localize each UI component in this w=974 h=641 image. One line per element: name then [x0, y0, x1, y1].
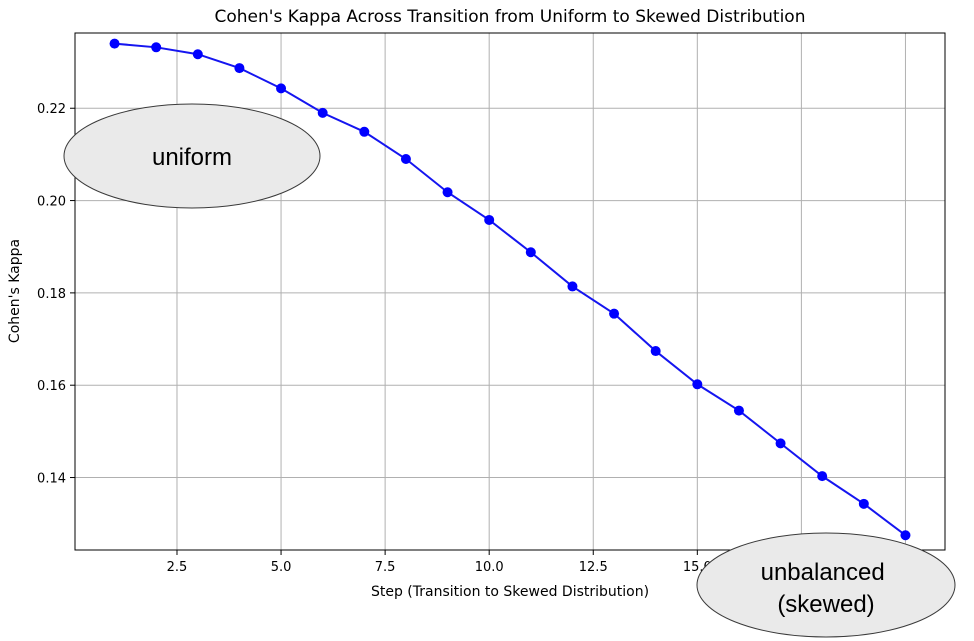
data-point	[567, 281, 578, 292]
data-point	[442, 187, 453, 198]
x-tick-label: 5.0	[271, 560, 292, 575]
annotation-unbalanced-bubble	[696, 532, 956, 638]
data-point	[400, 154, 411, 165]
annotation-unbalanced-text: unbalanced (skewed)	[761, 559, 892, 618]
x-axis-label: Step (Transition to Skewed Distribution)	[371, 584, 649, 600]
annotation-uniform: uniform	[63, 103, 321, 209]
y-axis-label: Cohen's Kappa	[7, 239, 23, 343]
data-point	[817, 471, 828, 482]
data-point	[733, 405, 744, 416]
annotation-unbalanced-line-2: (skewed)	[777, 591, 874, 618]
data-point	[192, 49, 203, 60]
data-point	[775, 438, 786, 449]
data-point	[359, 126, 370, 137]
data-point	[525, 247, 536, 258]
data-point	[234, 63, 245, 74]
data-point	[151, 42, 162, 53]
data-point	[858, 498, 869, 509]
data-point	[900, 530, 911, 541]
data-point	[650, 346, 661, 357]
data-series	[109, 38, 911, 541]
y-tick-label: 0.16	[37, 379, 66, 394]
annotation-unbalanced-line-1: unbalanced	[761, 559, 885, 586]
data-point	[276, 83, 287, 94]
annotation-uniform-line: uniform	[152, 144, 232, 171]
x-tick-label: 10.0	[475, 560, 504, 575]
y-tick-label: 0.22	[37, 102, 66, 117]
annotation-uniform-text: uniform	[152, 144, 232, 171]
x-tick-label: 7.5	[375, 560, 396, 575]
x-tick-label: 2.5	[167, 560, 188, 575]
series-line	[114, 42, 907, 537]
chart-title: Cohen's Kappa Across Transition from Uni…	[215, 7, 806, 27]
data-point	[692, 379, 703, 390]
data-point	[109, 38, 120, 49]
x-tick-label: 12.5	[579, 560, 608, 575]
data-point	[609, 308, 620, 319]
y-tick-label: 0.18	[37, 287, 66, 302]
annotation-uniform-bubble	[63, 103, 321, 209]
annotation-unbalanced: unbalanced (skewed)	[696, 532, 956, 638]
plot-area	[74, 32, 946, 551]
data-point	[484, 214, 495, 225]
data-point	[317, 107, 328, 118]
y-tick-label: 0.20	[37, 195, 66, 210]
y-tick-label: 0.14	[37, 472, 66, 487]
